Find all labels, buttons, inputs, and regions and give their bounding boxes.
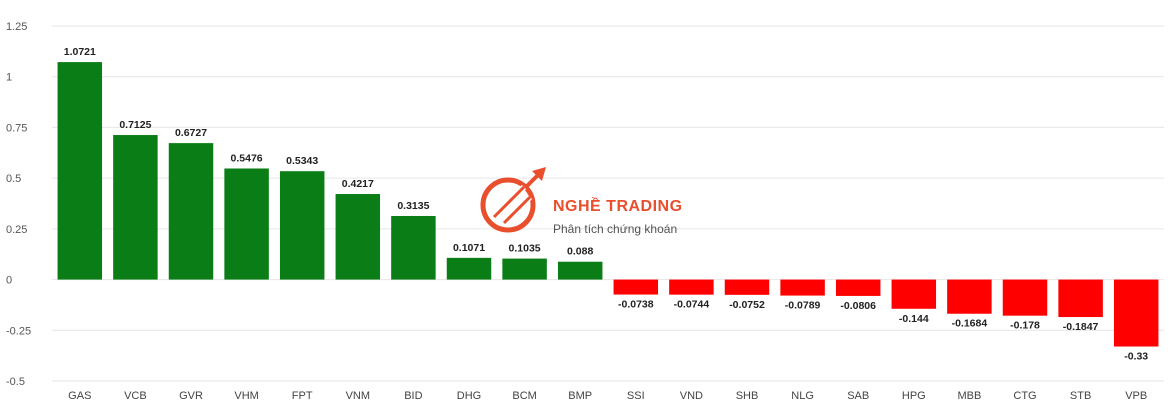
y-tick-label: -0.5 [6, 376, 25, 388]
bar-gvr [168, 143, 214, 280]
watermark: NGHỀ TRADING Phân tích chứng khoán [480, 167, 683, 236]
data-label: 0.1071 [453, 242, 485, 254]
x-tick-label: DHG [457, 390, 481, 402]
data-label: 0.3135 [397, 200, 429, 212]
x-tick-label: VCB [124, 390, 147, 402]
data-label: -0.33 [1124, 351, 1148, 363]
y-tick-label: 0.5 [6, 173, 21, 185]
bar-mbb [947, 279, 992, 314]
data-label: -0.0789 [785, 300, 821, 312]
y-tick-label: 0.25 [6, 224, 27, 236]
y-tick-label: -0.25 [6, 325, 31, 337]
bar-shb [724, 279, 770, 295]
x-tick-label: CTG [1013, 390, 1036, 402]
data-label: -0.0744 [674, 299, 710, 311]
data-labels: 1.0721 0.7125 0.6727 0.5476 0.5343 0.4217 0.31… [64, 46, 1149, 362]
data-label: -0.1684 [952, 318, 988, 330]
bar-sab [835, 279, 881, 296]
bar-ssi [613, 279, 659, 295]
bar-gas [57, 62, 103, 280]
x-tick-label: VND [680, 390, 703, 402]
data-label: -0.144 [899, 313, 929, 325]
x-tick-label: SSI [627, 390, 645, 402]
x-tick-label: GAS [68, 390, 91, 402]
bar-vnm [335, 194, 381, 280]
data-label: 0.088 [567, 246, 593, 258]
bar-bmp [557, 261, 603, 280]
bar-nlg [780, 279, 825, 296]
bar-bid [391, 215, 436, 280]
x-tick-label: BCM [512, 390, 536, 402]
bar-vpb [1113, 279, 1159, 347]
watermark-subtitle: Phân tích chứng khoán [553, 222, 677, 236]
x-tick-label: SHB [736, 390, 759, 402]
y-axis-ticks: 1.25 1 0.75 0.5 0.25 0 -0.25 -0.5 [6, 21, 31, 388]
data-label: 0.5343 [286, 155, 318, 167]
data-label: -0.0738 [618, 299, 654, 311]
logo-icon [480, 167, 546, 233]
data-label: -0.178 [1010, 320, 1040, 332]
x-tick-label: VPB [1125, 390, 1147, 402]
data-label: 0.6727 [175, 127, 207, 139]
y-tick-label: 0 [6, 275, 12, 287]
x-tick-label: STB [1070, 390, 1091, 402]
x-tick-label: FPT [292, 390, 313, 402]
data-label: -0.1847 [1063, 321, 1099, 333]
data-label: 0.4217 [342, 178, 374, 190]
x-tick-label: GVR [179, 390, 203, 402]
y-tick-label: 1.25 [6, 21, 27, 33]
x-tick-label: VHM [234, 390, 258, 402]
bar-dhg [446, 257, 492, 280]
data-label: -0.0806 [840, 300, 876, 312]
bar-stb [1058, 279, 1103, 318]
x-tick-label: VNM [346, 390, 370, 402]
data-label: 0.7125 [119, 119, 151, 131]
bar-vnd [669, 279, 714, 295]
x-axis-ticks: GAS VCB GVR VHM FPT VNM BID DHG BCM BMP SSI VND SHB N… [68, 390, 1147, 402]
x-tick-label: SAB [847, 390, 869, 402]
x-tick-label: BMP [568, 390, 592, 402]
y-tick-label: 0.75 [6, 122, 27, 134]
bar-fpt [279, 171, 325, 280]
data-label: 1.0721 [64, 46, 96, 58]
watermark-title: NGHỀ TRADING [553, 196, 683, 215]
data-label: 0.5476 [231, 152, 263, 164]
bar-vcb [113, 135, 158, 280]
bar-vhm [224, 168, 269, 280]
bars [57, 62, 1159, 347]
x-tick-label: MBB [957, 390, 981, 402]
bar-ctg [1002, 279, 1048, 316]
y-tick-label: 1 [6, 72, 12, 84]
x-tick-label: HPG [902, 390, 926, 402]
x-tick-label: NLG [791, 390, 814, 402]
data-label: 0.1035 [509, 243, 541, 255]
bar-bcm [502, 258, 547, 280]
bar-hpg [891, 279, 937, 309]
data-label: -0.0752 [729, 299, 765, 311]
x-tick-label: BID [404, 390, 422, 402]
